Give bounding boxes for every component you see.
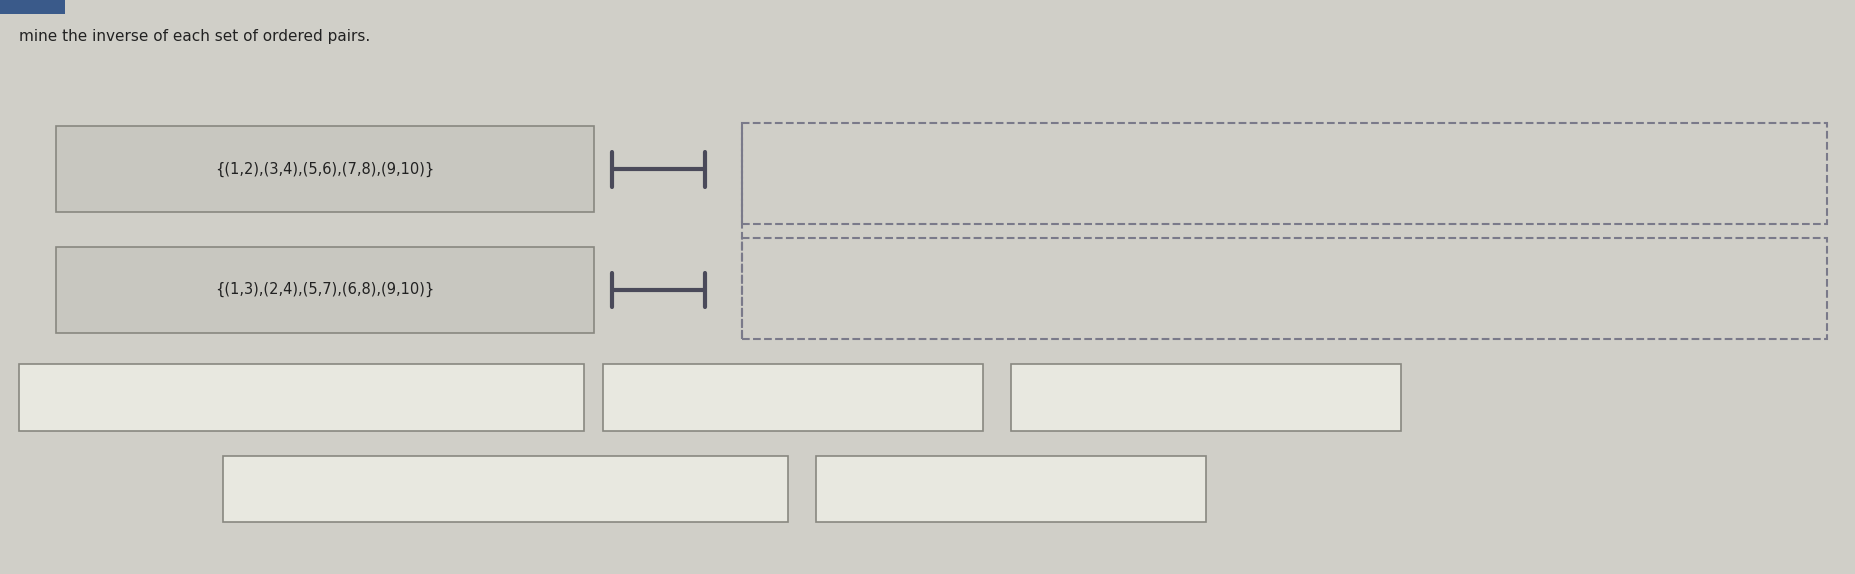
FancyBboxPatch shape (816, 456, 1206, 522)
FancyBboxPatch shape (223, 456, 788, 522)
Text: ∷ {(2,1),(4,3),(6,5),(8,7),(10,9)}: ∷ {(2,1),(4,3),(6,5),(8,7),(10,9)} (688, 391, 898, 404)
FancyBboxPatch shape (56, 247, 594, 333)
FancyBboxPatch shape (0, 0, 65, 14)
Text: ∷ {(−1,−3),(−2,−4),(−5,−7),(−6,−8),(−9,−10)}: ∷ {(−1,−3),(−2,−4),(−5,−7),(−6,−8),(−9,−… (345, 483, 666, 496)
Text: mine the inverse of each set of ordered pairs.: mine the inverse of each set of ordered … (19, 29, 369, 44)
Text: ∷ {(−1,−2),(−3,−4),(−5,−6),(−7,−8),(−9,−10)}: ∷ {(−1,−2),(−3,−4),(−5,−6),(−7,−8),(−9,−… (141, 391, 462, 404)
Text: ∷ {(3,1),(4,2),(7,5),(8,6),(10,9)}: ∷ {(3,1),(4,2),(7,5),(8,6),(10,9)} (1100, 391, 1311, 404)
FancyBboxPatch shape (19, 364, 584, 430)
FancyBboxPatch shape (603, 364, 983, 430)
FancyBboxPatch shape (56, 126, 594, 212)
FancyBboxPatch shape (1011, 364, 1401, 430)
Text: {(1,3),(2,4),(5,7),(6,8),(9,10)}: {(1,3),(2,4),(5,7),(6,8),(9,10)} (215, 282, 434, 297)
Text: ∷ {(10,9),(8,7),(6,5),(4,3),(2,1)}: ∷ {(10,9),(8,7),(6,5),(4,3),(2,1)} (905, 483, 1117, 496)
Text: {(1,2),(3,4),(5,6),(7,8),(9,10)}: {(1,2),(3,4),(5,6),(7,8),(9,10)} (215, 162, 434, 177)
